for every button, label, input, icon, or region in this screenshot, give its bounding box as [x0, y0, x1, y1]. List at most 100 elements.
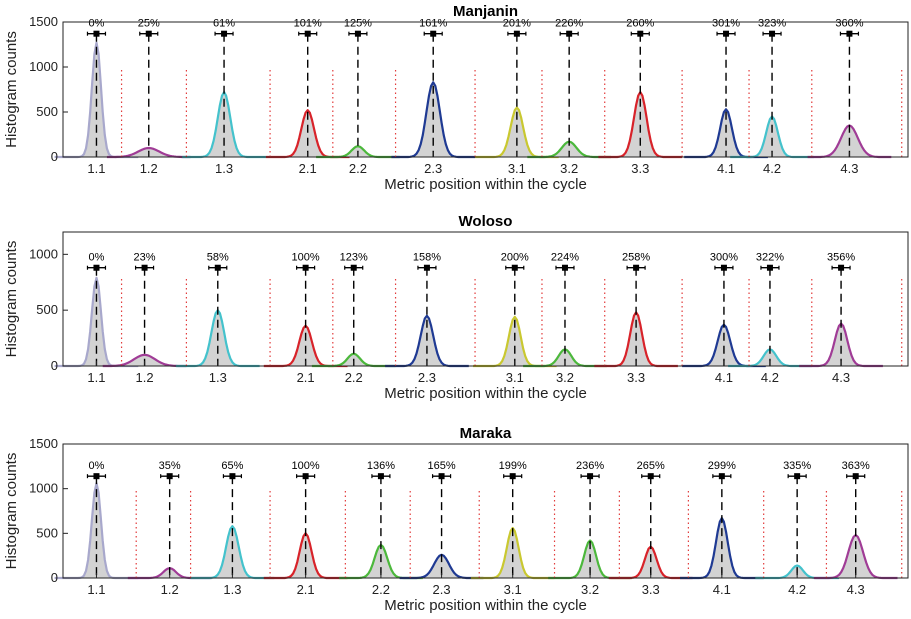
- percent-label-4.2: 335%: [783, 460, 811, 472]
- percent-label-4.1: 299%: [708, 460, 736, 472]
- x-tick-label-1.2: 1.2: [136, 370, 154, 385]
- y-tick-label: 1500: [29, 14, 58, 29]
- x-tick-label-2.2: 2.2: [345, 370, 363, 385]
- x-axis-label: Metric position within the cycle: [384, 176, 587, 193]
- mean-marker-2.2: [377, 473, 384, 480]
- x-tick-label-1.1: 1.1: [87, 161, 105, 176]
- mean-marker-1.1: [93, 30, 100, 37]
- mean-marker-3.2: [561, 264, 568, 271]
- hist-fill-4.1: [682, 324, 766, 366]
- x-tick-label-2.3: 2.3: [433, 582, 451, 597]
- x-tick-label-4.1: 4.1: [713, 582, 731, 597]
- hist-fill-4.3: [799, 323, 883, 366]
- x-axis-label: Metric position within the cycle: [384, 597, 587, 614]
- percent-label-3.3: 265%: [637, 460, 665, 472]
- percent-label-2.3: 165%: [428, 460, 456, 472]
- x-tick-label-2.1: 2.1: [297, 582, 315, 597]
- x-tick-label-3.2: 3.2: [581, 582, 599, 597]
- percent-label-4.2: 322%: [756, 252, 784, 264]
- hist-fill-3.1: [470, 528, 555, 578]
- x-tick-label-3.2: 3.2: [556, 370, 574, 385]
- percent-label-1.2: 25%: [138, 18, 160, 30]
- y-tick-label: 1500: [29, 436, 58, 451]
- x-tick-label-2.3: 2.3: [424, 161, 442, 176]
- hist-fill-4.2: [728, 349, 812, 366]
- y-tick-label: 1000: [29, 246, 58, 261]
- mean-marker-1.2: [166, 473, 173, 480]
- percent-label-1.1: 0%: [89, 18, 105, 30]
- y-tick-label: 0: [51, 570, 58, 585]
- mean-marker-1.3: [214, 264, 221, 271]
- mean-marker-2.1: [302, 473, 309, 480]
- mean-marker-4.3: [846, 30, 853, 37]
- hist-fill-4.1: [684, 109, 768, 157]
- percent-label-4.3: 360%: [835, 18, 863, 30]
- mean-marker-2.3: [430, 30, 437, 37]
- mean-marker-3.3: [633, 264, 640, 271]
- percent-label-1.2: 35%: [159, 460, 181, 472]
- y-tick-label: 500: [36, 104, 58, 119]
- percent-label-1.3: 58%: [207, 252, 229, 264]
- percent-label-2.1: 100%: [292, 252, 320, 264]
- y-tick-label: 1000: [29, 481, 58, 496]
- x-tick-label-2.1: 2.1: [297, 370, 315, 385]
- hist-fill-1.3: [182, 92, 266, 157]
- hist-fill-1.3: [190, 526, 275, 578]
- mean-marker-3.1: [513, 30, 520, 37]
- hist-fill-2.1: [265, 110, 350, 157]
- percent-label-4.3: 356%: [827, 252, 855, 264]
- x-axis-label: Metric position within the cycle: [384, 385, 587, 402]
- percent-label-2.2: 136%: [367, 460, 395, 472]
- hist-fill-2.3: [399, 554, 484, 578]
- mean-marker-4.3: [852, 473, 859, 480]
- x-tick-label-3.1: 3.1: [508, 161, 526, 176]
- percent-label-2.3: 158%: [413, 252, 441, 264]
- percent-label-4.3: 363%: [842, 460, 870, 472]
- x-tick-label-3.2: 3.2: [560, 161, 578, 176]
- mean-marker-2.3: [438, 473, 445, 480]
- percent-label-3.1: 200%: [501, 252, 529, 264]
- mean-marker-2.2: [354, 30, 361, 37]
- percent-label-2.2: 125%: [344, 18, 372, 30]
- x-tick-label-2.3: 2.3: [418, 370, 436, 385]
- percent-label-2.3: 161%: [419, 18, 447, 30]
- mean-marker-3.3: [647, 473, 654, 480]
- mean-marker-1.2: [145, 30, 152, 37]
- mean-marker-4.2: [794, 473, 801, 480]
- hist-fill-3.2: [523, 349, 607, 366]
- hist-fill-3.3: [608, 546, 693, 578]
- x-tick-label-1.1: 1.1: [87, 582, 105, 597]
- mean-marker-4.1: [718, 473, 725, 480]
- percent-label-4.2: 323%: [758, 18, 786, 30]
- percent-label-3.3: 258%: [622, 252, 650, 264]
- percent-label-2.1: 100%: [292, 460, 320, 472]
- y-tick-label: 0: [51, 358, 58, 373]
- mean-marker-1.1: [93, 264, 100, 271]
- plot-frame: [62, 21, 909, 158]
- x-tick-label-4.1: 4.1: [715, 370, 733, 385]
- x-tick-label-2.2: 2.2: [349, 161, 367, 176]
- percent-label-3.1: 201%: [503, 18, 531, 30]
- percent-label-1.3: 61%: [213, 18, 235, 30]
- x-tick-label-4.2: 4.2: [763, 161, 781, 176]
- panel-manjanin: Manjanin 0% 25% 61% 101% 125% 161% 201% 226% 260%…: [3, 3, 909, 193]
- hist-fill-3.2: [527, 141, 611, 157]
- y-tick-label: 1000: [29, 59, 58, 74]
- y-axis-label: Histogram counts: [3, 31, 20, 148]
- panel-maraka: Maraka 0% 35% 65% 100% 136% 165% 199% 236% 265% 29…: [3, 425, 909, 614]
- x-tick-label-2.2: 2.2: [372, 582, 390, 597]
- percent-label-1.1: 0%: [89, 460, 105, 472]
- x-tick-label-1.3: 1.3: [209, 370, 227, 385]
- mean-marker-4.1: [720, 264, 727, 271]
- mean-marker-2.3: [423, 264, 430, 271]
- hist-fill-2.3: [385, 315, 469, 366]
- mean-marker-3.3: [637, 30, 644, 37]
- hist-fill-3.1: [473, 316, 557, 366]
- mean-marker-4.2: [769, 30, 776, 37]
- mean-marker-4.1: [723, 30, 730, 37]
- x-tick-label-1.3: 1.3: [215, 161, 233, 176]
- mean-marker-1.1: [93, 473, 100, 480]
- percent-label-2.2: 123%: [340, 252, 368, 264]
- mean-marker-3.2: [566, 30, 573, 37]
